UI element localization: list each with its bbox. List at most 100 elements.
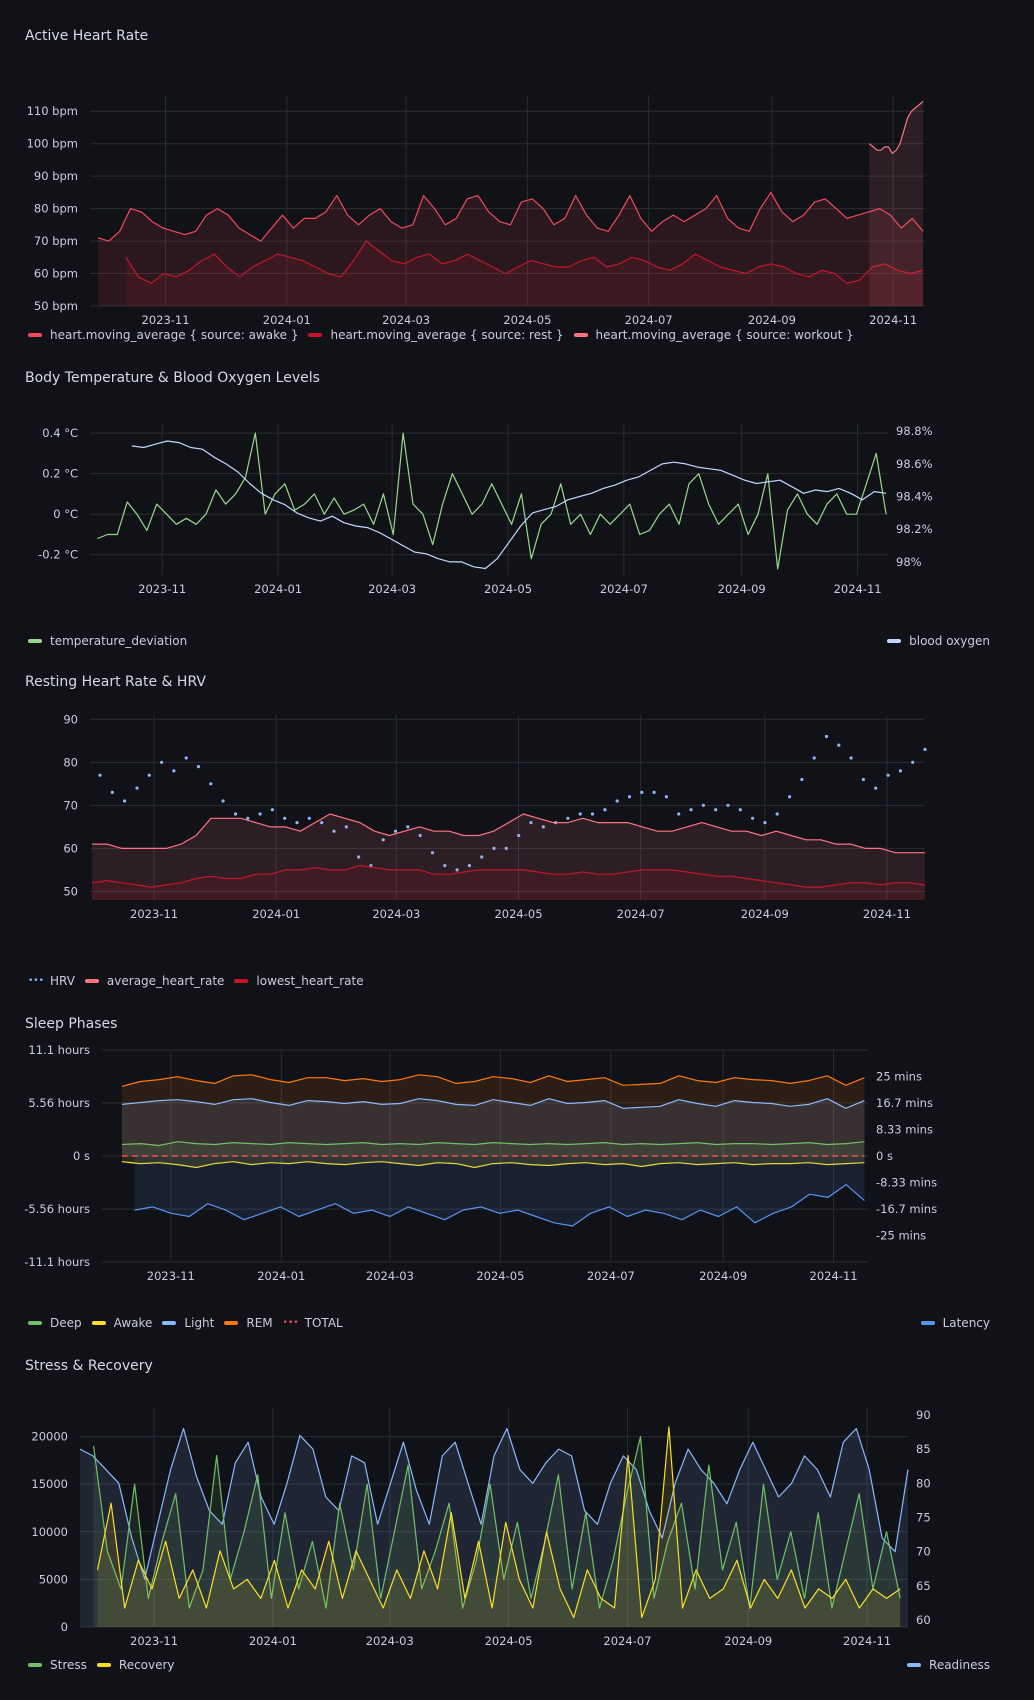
x-tick-label: 2024-09 bbox=[748, 313, 796, 327]
legend-swatch bbox=[308, 333, 323, 337]
y-tick-label: 0 s bbox=[73, 1149, 90, 1163]
legend: heart.moving_average { source: awake } he… bbox=[28, 326, 864, 342]
x-tick-label: 2024-09 bbox=[718, 582, 766, 596]
series-line-heart-moving-average-source-awake bbox=[97, 191, 924, 242]
x-tick-label: 2024-07 bbox=[625, 313, 673, 327]
series-line-awake bbox=[121, 1161, 865, 1169]
series-point-hrv bbox=[246, 816, 250, 820]
series-point-hrv bbox=[812, 756, 816, 760]
y-right-tick-label: 90 bbox=[916, 1408, 931, 1422]
series-point-hrv bbox=[443, 864, 447, 868]
series-point-hrv bbox=[627, 795, 632, 799]
x-tick-label: 2024-07 bbox=[587, 1269, 635, 1283]
series-point-hrv bbox=[160, 760, 164, 764]
x-tick-label: 2024-09 bbox=[699, 1269, 747, 1283]
legend-label: Latency bbox=[942, 1316, 990, 1330]
series-point-hrv bbox=[184, 756, 188, 760]
series-area-heart-moving-average-source-rest bbox=[125, 241, 924, 306]
x-tick-label: 2024-07 bbox=[617, 907, 665, 921]
y-tick-label: 0.4 °C bbox=[42, 426, 78, 440]
series-point-hrv bbox=[517, 833, 521, 838]
legend-item-hrv[interactable]: ••• HRV bbox=[28, 974, 75, 988]
series-point-hrv bbox=[640, 790, 644, 794]
panel-title: Active Heart Rate bbox=[25, 28, 149, 44]
legend-item-recovery[interactable]: Recovery bbox=[96, 1658, 175, 1672]
x-tick-label: 2024-11 bbox=[843, 1634, 891, 1648]
legend-item-light[interactable]: Light bbox=[162, 1316, 214, 1330]
x-tick-label: 2023-11 bbox=[147, 1269, 195, 1283]
series-area-latency bbox=[134, 1156, 865, 1226]
series-point-hrv bbox=[418, 833, 422, 838]
series-point-hrv bbox=[258, 812, 262, 816]
legend-label: REM bbox=[246, 1316, 273, 1330]
series-point-hrv bbox=[837, 743, 841, 747]
panel-body-temperature-blood-oxygen: Body Temperature & Blood Oxygen Levels -… bbox=[0, 370, 1034, 670]
x-tick-label: 2024-03 bbox=[382, 313, 430, 327]
legend-right: Latency bbox=[920, 1314, 1000, 1330]
y-tick-label: 70 bbox=[63, 798, 78, 812]
legend-item-latency[interactable]: Latency bbox=[920, 1316, 990, 1330]
panel-active-heart-rate: Active Heart Rate 50 bpm 60 bpm 70 bpm 80 b… bbox=[0, 28, 1034, 348]
x-tick-label: 2024-09 bbox=[724, 1634, 772, 1648]
x-tick-label: 2023-11 bbox=[142, 313, 190, 327]
legend-label: TOTAL bbox=[304, 1316, 343, 1330]
legend-item-deep[interactable]: Deep bbox=[28, 1316, 82, 1330]
x-tick-label: 2024-03 bbox=[368, 582, 416, 596]
legend-label: heart.moving_average { source: rest } bbox=[330, 328, 564, 342]
y-right-tick-label: -25 mins bbox=[876, 1229, 926, 1243]
series-point-hrv bbox=[135, 786, 139, 790]
legend-item-heart-moving-average-source-workout[interactable]: heart.moving_average { source: workout } bbox=[573, 328, 854, 342]
y-tick-label: 90 bbox=[63, 712, 78, 726]
series-point-hrv bbox=[898, 769, 903, 773]
series-point-hrv bbox=[861, 777, 866, 782]
legend-item-average-heart-rate[interactable]: average_heart_rate bbox=[84, 974, 224, 988]
legend-swatch bbox=[28, 333, 42, 337]
series-point-hrv bbox=[800, 777, 804, 782]
y-tick-label: 80 bbox=[63, 755, 78, 769]
y-tick-label: 80 bpm bbox=[34, 202, 78, 216]
legend-item-stress[interactable]: Stress bbox=[28, 1658, 87, 1672]
legend-item-heart-moving-average-source-rest[interactable]: heart.moving_average { source: rest } bbox=[308, 328, 564, 342]
series-line-heart-moving-average-source-rest bbox=[125, 240, 924, 284]
series-area-recovery bbox=[97, 1427, 901, 1627]
legend-label: Awake bbox=[113, 1316, 153, 1330]
y-right-tick-label: 25 mins bbox=[876, 1069, 922, 1083]
series-area-lowest-heart-rate bbox=[92, 865, 925, 900]
legend-item-heart-moving-average-source-awake[interactable]: heart.moving_average { source: awake } bbox=[28, 328, 298, 342]
legend: Stress Recovery bbox=[28, 1656, 185, 1672]
y-tick-label: -5.56 hours bbox=[24, 1202, 90, 1216]
y-tick-label: 100 bpm bbox=[27, 137, 78, 151]
y-tick-label: 20000 bbox=[31, 1430, 68, 1444]
chart-resting-heart-rate-hrv: 50 60 70 80 90 2023-11 2024-01 2024-03 2024-05 20… bbox=[63, 712, 927, 921]
legend-item-readiness[interactable]: Readiness bbox=[907, 1658, 990, 1672]
series-point-hrv bbox=[123, 799, 127, 803]
x-tick-label: 2023-11 bbox=[130, 1634, 178, 1648]
series-point-hrv bbox=[455, 868, 459, 872]
legend-label: Deep bbox=[50, 1316, 82, 1330]
series-area-heart-moving-average-source-awake bbox=[98, 192, 923, 306]
legend-item-rem[interactable]: REM bbox=[224, 1316, 273, 1330]
y-tick-label: -0.2 °C bbox=[38, 548, 78, 562]
panel-title: Resting Heart Rate & HRV bbox=[25, 674, 206, 690]
series-point-hrv bbox=[701, 803, 706, 807]
legend-item-awake[interactable]: Awake bbox=[91, 1316, 153, 1330]
series-area-light bbox=[121, 1098, 865, 1156]
y-right-tick-label: 98% bbox=[896, 555, 922, 569]
legend-item-total[interactable]: ••• TOTAL bbox=[283, 1316, 343, 1330]
legend-swatch bbox=[96, 1663, 111, 1667]
legend-item-temperature-deviation[interactable]: temperature_deviation bbox=[28, 634, 187, 648]
series-line-recovery bbox=[96, 1426, 901, 1619]
legend-item-blood-oxygen[interactable]: blood oxygen bbox=[887, 634, 990, 648]
x-tick-label: 2024-11 bbox=[863, 907, 911, 921]
legend-label: Light bbox=[184, 1316, 215, 1330]
y-tick-label: 110 bpm bbox=[27, 104, 78, 118]
series-point-hrv bbox=[652, 790, 656, 794]
series-point-hrv bbox=[911, 760, 915, 764]
legend-item-lowest-heart-rate[interactable]: lowest_heart_rate bbox=[234, 974, 364, 988]
legend-swatch: ••• bbox=[28, 976, 44, 986]
legend-swatch: ••• bbox=[282, 1318, 299, 1328]
legend-swatch bbox=[28, 1663, 42, 1667]
series-point-hrv bbox=[590, 812, 595, 816]
x-tick-label: 2024-11 bbox=[810, 1269, 858, 1283]
y-tick-label: 5.56 hours bbox=[28, 1096, 90, 1110]
